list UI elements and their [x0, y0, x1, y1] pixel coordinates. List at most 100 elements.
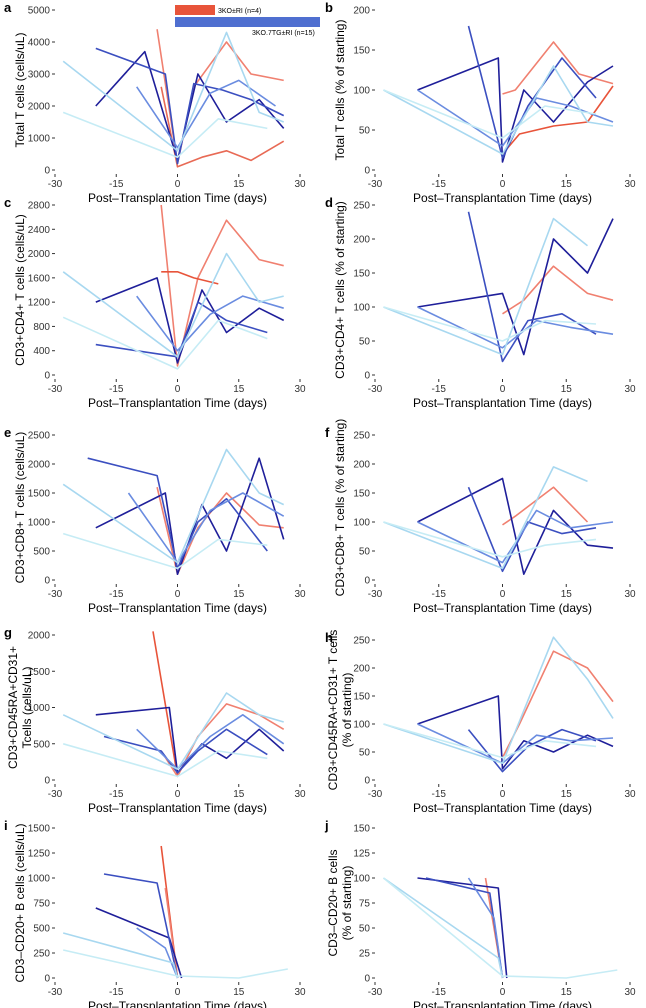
series-line-l2: [383, 89, 597, 139]
x-tick-label: 0: [175, 789, 181, 800]
series-line-l2: [63, 949, 288, 979]
panel-letter: b: [325, 0, 333, 15]
y-tick-label: 0: [44, 166, 50, 177]
y-tick-label: 125: [353, 849, 370, 860]
y-tick-label: 1000: [28, 874, 51, 885]
y-tick-label: 0: [364, 776, 370, 787]
panel-letter: j: [324, 818, 329, 833]
y-axis-title: CD3–CD20+ B cells (cells/uL): [13, 823, 27, 982]
x-tick-label: -15: [109, 987, 124, 998]
series-line-l2: [62, 532, 268, 570]
x-tick-label: 0: [500, 384, 506, 395]
series-line-b3: [127, 492, 285, 564]
series-line-r1: [160, 204, 284, 367]
x-tick-label: 0: [175, 987, 181, 998]
series-line-l1: [62, 31, 284, 152]
series-line-l1: [62, 252, 284, 358]
series-line-l1: [383, 65, 614, 155]
x-tick-label: 30: [624, 384, 636, 395]
y-tick-label: 50: [359, 337, 371, 348]
y-tick-label: 800: [33, 322, 50, 333]
y-tick-label: 1000: [28, 134, 51, 145]
y-tick-label: 0: [364, 371, 370, 382]
x-tick-label: -30: [48, 179, 63, 190]
panel-e: e 0 500 1000 1500 2000 2500 -30 -15 0 15 30 Post–Tra…: [4, 425, 306, 615]
x-axis-title: Post–Transplantation Time (days): [413, 191, 592, 205]
series-line-r2: [501, 85, 614, 155]
x-tick-label: 15: [561, 589, 573, 600]
panel-letter: h: [325, 630, 333, 645]
y-tick-label: 150: [353, 824, 370, 835]
y-axis-title: (% of starting): [340, 866, 354, 941]
x-axis-title: Post–Transplantation Time (days): [88, 801, 267, 815]
y-tick-label: 150: [353, 46, 370, 57]
y-tick-label: 250: [33, 949, 50, 960]
series-line-l2: [382, 877, 618, 979]
x-tick-label: -15: [109, 179, 124, 190]
series-line-r1: [156, 29, 284, 165]
x-tick-label: 30: [624, 789, 636, 800]
x-tick-label: 15: [233, 589, 245, 600]
series-line-b2: [103, 873, 179, 979]
y-axis-title: Tcells (cells/uL): [20, 666, 34, 748]
y-axis-title: Total T cells (cells/uL): [13, 33, 27, 148]
x-tick-label: -15: [432, 589, 447, 600]
series-line-b2: [467, 211, 597, 363]
series-line-b1: [417, 57, 614, 163]
x-tick-label: 15: [561, 789, 573, 800]
x-tick-label: 30: [294, 987, 306, 998]
y-tick-label: 0: [364, 166, 370, 177]
y-tick-label: 200: [353, 460, 370, 471]
panel-letter: e: [4, 425, 11, 440]
y-tick-label: 5000: [28, 6, 51, 17]
x-tick-label: -15: [432, 179, 447, 190]
x-tick-label: 30: [624, 179, 636, 190]
x-tick-label: 0: [500, 789, 506, 800]
series-line-b2: [467, 25, 597, 159]
y-tick-label: 75: [359, 899, 371, 910]
x-tick-label: -15: [432, 987, 447, 998]
y-tick-label: 250: [353, 636, 370, 647]
x-tick-label: -15: [109, 384, 124, 395]
y-tick-label: 1000: [28, 703, 51, 714]
y-tick-label: 200: [353, 6, 370, 17]
y-tick-label: 100: [353, 518, 370, 529]
panel-c: c 0 400 800 1200 1600 2000 2400 2800 -30 -15 0 15 30 P…: [4, 195, 306, 410]
panel-letter: f: [325, 425, 330, 440]
y-tick-label: 0: [364, 576, 370, 587]
x-tick-label: 15: [561, 384, 573, 395]
y-tick-label: 2400: [28, 225, 51, 236]
panel-letter: d: [325, 195, 333, 210]
y-tick-label: 250: [353, 201, 370, 212]
legend: 3KO±RI (n=4) 3KO.7TG±RI (n=15): [175, 5, 320, 37]
x-tick-label: 30: [624, 589, 636, 600]
series-line-r1: [502, 41, 614, 95]
x-axis-title: Post–Transplantation Time (days): [88, 396, 267, 410]
legend-label-group2: 3KO.7TG±RI (n=15): [252, 30, 315, 37]
y-tick-label: 2800: [28, 201, 51, 212]
y-tick-label: 0: [44, 576, 50, 587]
x-tick-label: 0: [175, 179, 181, 190]
y-axis-title: CD3+CD45RA+CD31+ T cells: [326, 630, 340, 791]
panel-b: b 0 50 100 150 200 -30 -15 0 15 30 Post–Transplanta…: [325, 0, 636, 205]
y-tick-label: 500: [33, 547, 50, 558]
x-tick-label: 30: [294, 789, 306, 800]
legend-label-group1: 3KO±RI (n=4): [218, 8, 261, 15]
series-line-l1: [383, 217, 588, 356]
legend-swatch-group1: [175, 5, 215, 15]
x-tick-label: 30: [294, 589, 306, 600]
series-line-l1: [383, 877, 504, 979]
y-axis-title: CD3+CD8+ T cells (cells/uL): [13, 432, 27, 584]
x-axis-title: Post–Transplantation Time (days): [413, 601, 592, 615]
y-tick-label: 0: [44, 371, 50, 382]
panel-letter: c: [4, 195, 11, 210]
x-tick-label: 30: [294, 384, 306, 395]
y-tick-label: 250: [353, 431, 370, 442]
series-line-r1: [502, 486, 589, 526]
y-tick-label: 0: [364, 974, 370, 985]
series-line-l1: [62, 932, 179, 979]
x-tick-label: 15: [233, 789, 245, 800]
panel-a: a 0 1000 2000 3000 4000 5000 -30 -15 0 15 30 Post–Tr…: [4, 0, 306, 205]
series-line-l1: [62, 692, 284, 770]
